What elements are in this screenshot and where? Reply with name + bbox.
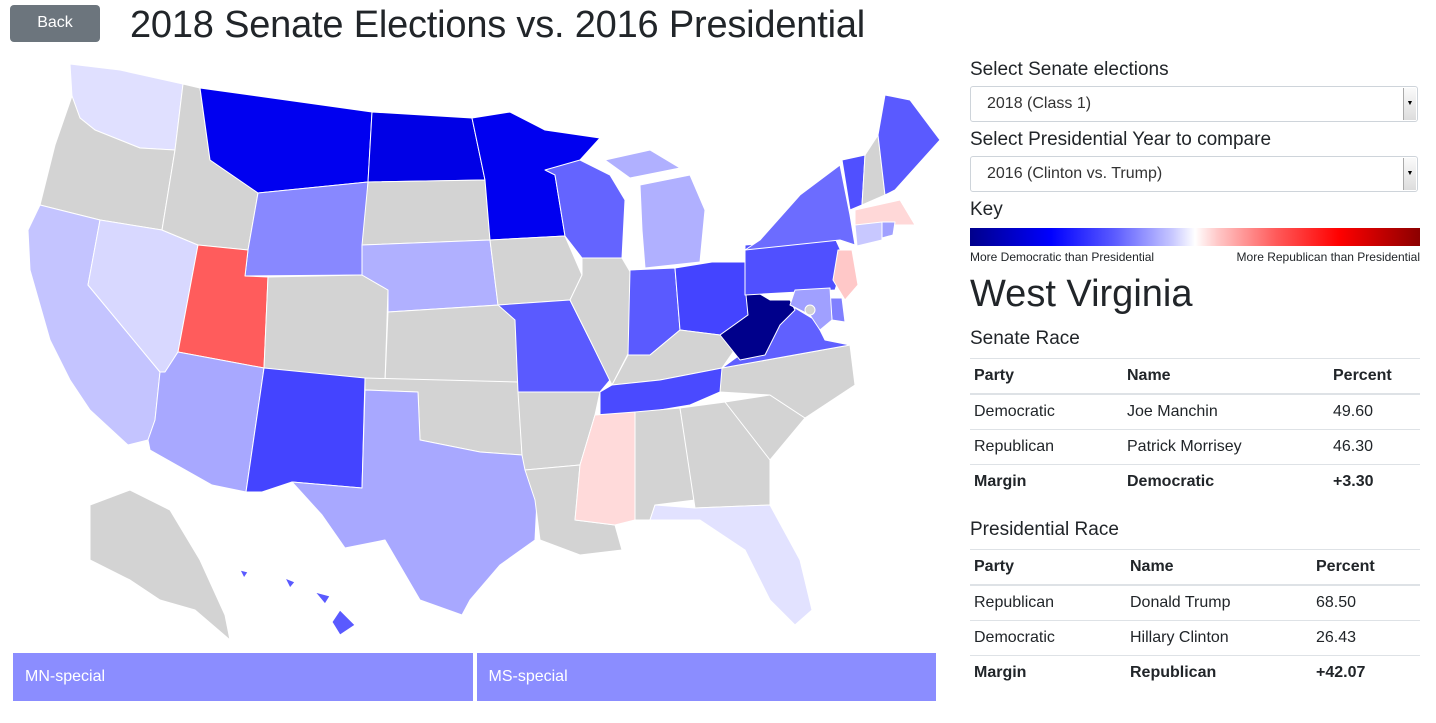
state-WY[interactable]: [244, 181, 369, 277]
table-row: Democratic Joe Manchin 49.60: [970, 393, 1420, 430]
senate-race-title: Senate Race: [970, 328, 1080, 349]
state-NM[interactable]: [245, 367, 366, 493]
table-row: Democratic Hillary Clinton 26.43: [970, 620, 1420, 656]
state-TX[interactable]: [291, 389, 539, 616]
senate-race-table: Party Name Percent Democratic Joe Manchi…: [970, 358, 1420, 499]
party-cell: Democratic: [970, 620, 1126, 656]
state-NJ[interactable]: [832, 249, 859, 301]
col-party: Party: [970, 549, 1126, 586]
us-map: [0, 50, 960, 650]
col-name: Name: [1123, 358, 1329, 395]
dc-marker: [804, 304, 816, 316]
table-header-row: Party Name Percent: [970, 358, 1420, 395]
percent-cell: 46.30: [1329, 429, 1420, 465]
name-cell: Patrick Morrisey: [1123, 429, 1329, 465]
state-RI[interactable]: [881, 221, 896, 239]
presidential-select-label: Select Presidential Year to compare: [970, 129, 1272, 150]
key-labels: More Democratic than Presidential More R…: [970, 250, 1420, 264]
margin-label: Margin: [970, 655, 1126, 690]
key-right-label: More Republican than Presidential: [1236, 250, 1420, 264]
col-percent: Percent: [1312, 549, 1420, 586]
state-CO[interactable]: [263, 274, 389, 383]
name-cell: Hillary Clinton: [1126, 620, 1312, 656]
senate-select-value: 2018 (Class 1): [987, 95, 1092, 112]
name-cell: Donald Trump: [1126, 584, 1312, 621]
percent-cell: 68.50: [1312, 584, 1420, 621]
percent-cell: 26.43: [1312, 620, 1420, 656]
table-row: Republican Patrick Morrisey 46.30: [970, 429, 1420, 465]
senate-select-label: Select Senate elections: [970, 59, 1169, 80]
special-election-mn[interactable]: MN-special: [13, 653, 473, 701]
col-name: Name: [1126, 549, 1312, 586]
col-percent: Percent: [1329, 358, 1420, 395]
col-party: Party: [970, 358, 1123, 395]
table-row: Republican Donald Trump 68.50: [970, 584, 1420, 621]
margin-value: +42.07: [1312, 655, 1420, 690]
key-color-scale: [970, 228, 1420, 246]
special-elections-row: MN-special MS-special: [13, 653, 936, 701]
margin-row: Margin Democratic +3.30: [970, 464, 1420, 499]
party-cell: Republican: [970, 584, 1126, 621]
presidential-race-table: Party Name Percent Republican Donald Tru…: [970, 549, 1420, 690]
state-HI[interactable]: [239, 569, 356, 636]
info-panel: Select Senate elections 2018 (Class 1) ▼…: [970, 56, 1420, 690]
state-MA[interactable]: [854, 199, 916, 226]
state-KS[interactable]: [384, 304, 519, 383]
state-SD[interactable]: [361, 179, 491, 246]
state-ME[interactable]: [877, 94, 941, 196]
state-NY[interactable]: [744, 164, 856, 251]
party-cell: Republican: [970, 429, 1123, 465]
state-AZ[interactable]: [147, 351, 265, 493]
key-left-label: More Democratic than Presidential: [970, 250, 1155, 264]
presidential-race-title: Presidential Race: [970, 519, 1119, 540]
back-button[interactable]: Back: [10, 5, 100, 42]
state-AK[interactable]: [89, 489, 231, 641]
page-title: 2018 Senate Elections vs. 2016 President…: [130, 4, 865, 46]
name-cell: Joe Manchin: [1123, 393, 1329, 430]
table-header-row: Party Name Percent: [970, 549, 1420, 586]
percent-cell: 49.60: [1329, 393, 1420, 430]
state-CT[interactable]: [854, 221, 883, 247]
presidential-year-select[interactable]: 2016 (Clinton vs. Trump) ▼: [970, 156, 1418, 192]
margin-party: Republican: [1126, 655, 1312, 690]
state-IA[interactable]: [489, 235, 583, 306]
margin-label: Margin: [970, 464, 1123, 499]
party-cell: Democratic: [970, 393, 1123, 430]
senate-election-select[interactable]: 2018 (Class 1) ▼: [970, 86, 1418, 122]
margin-row: Margin Republican +42.07: [970, 655, 1420, 690]
select-arrow-icon: ▼: [1403, 158, 1416, 190]
state-FL[interactable]: [649, 504, 813, 626]
special-election-ms[interactable]: MS-special: [476, 653, 936, 701]
key-title: Key: [970, 199, 1003, 220]
state-MI[interactable]: [604, 149, 706, 269]
select-arrow-icon: ▼: [1403, 88, 1416, 120]
presidential-select-value: 2016 (Clinton vs. Trump): [987, 165, 1163, 182]
selected-state-name: West Virginia: [970, 273, 1193, 315]
margin-value: +3.30: [1329, 464, 1420, 499]
state-ND[interactable]: [367, 111, 486, 183]
margin-party: Democratic: [1123, 464, 1329, 499]
